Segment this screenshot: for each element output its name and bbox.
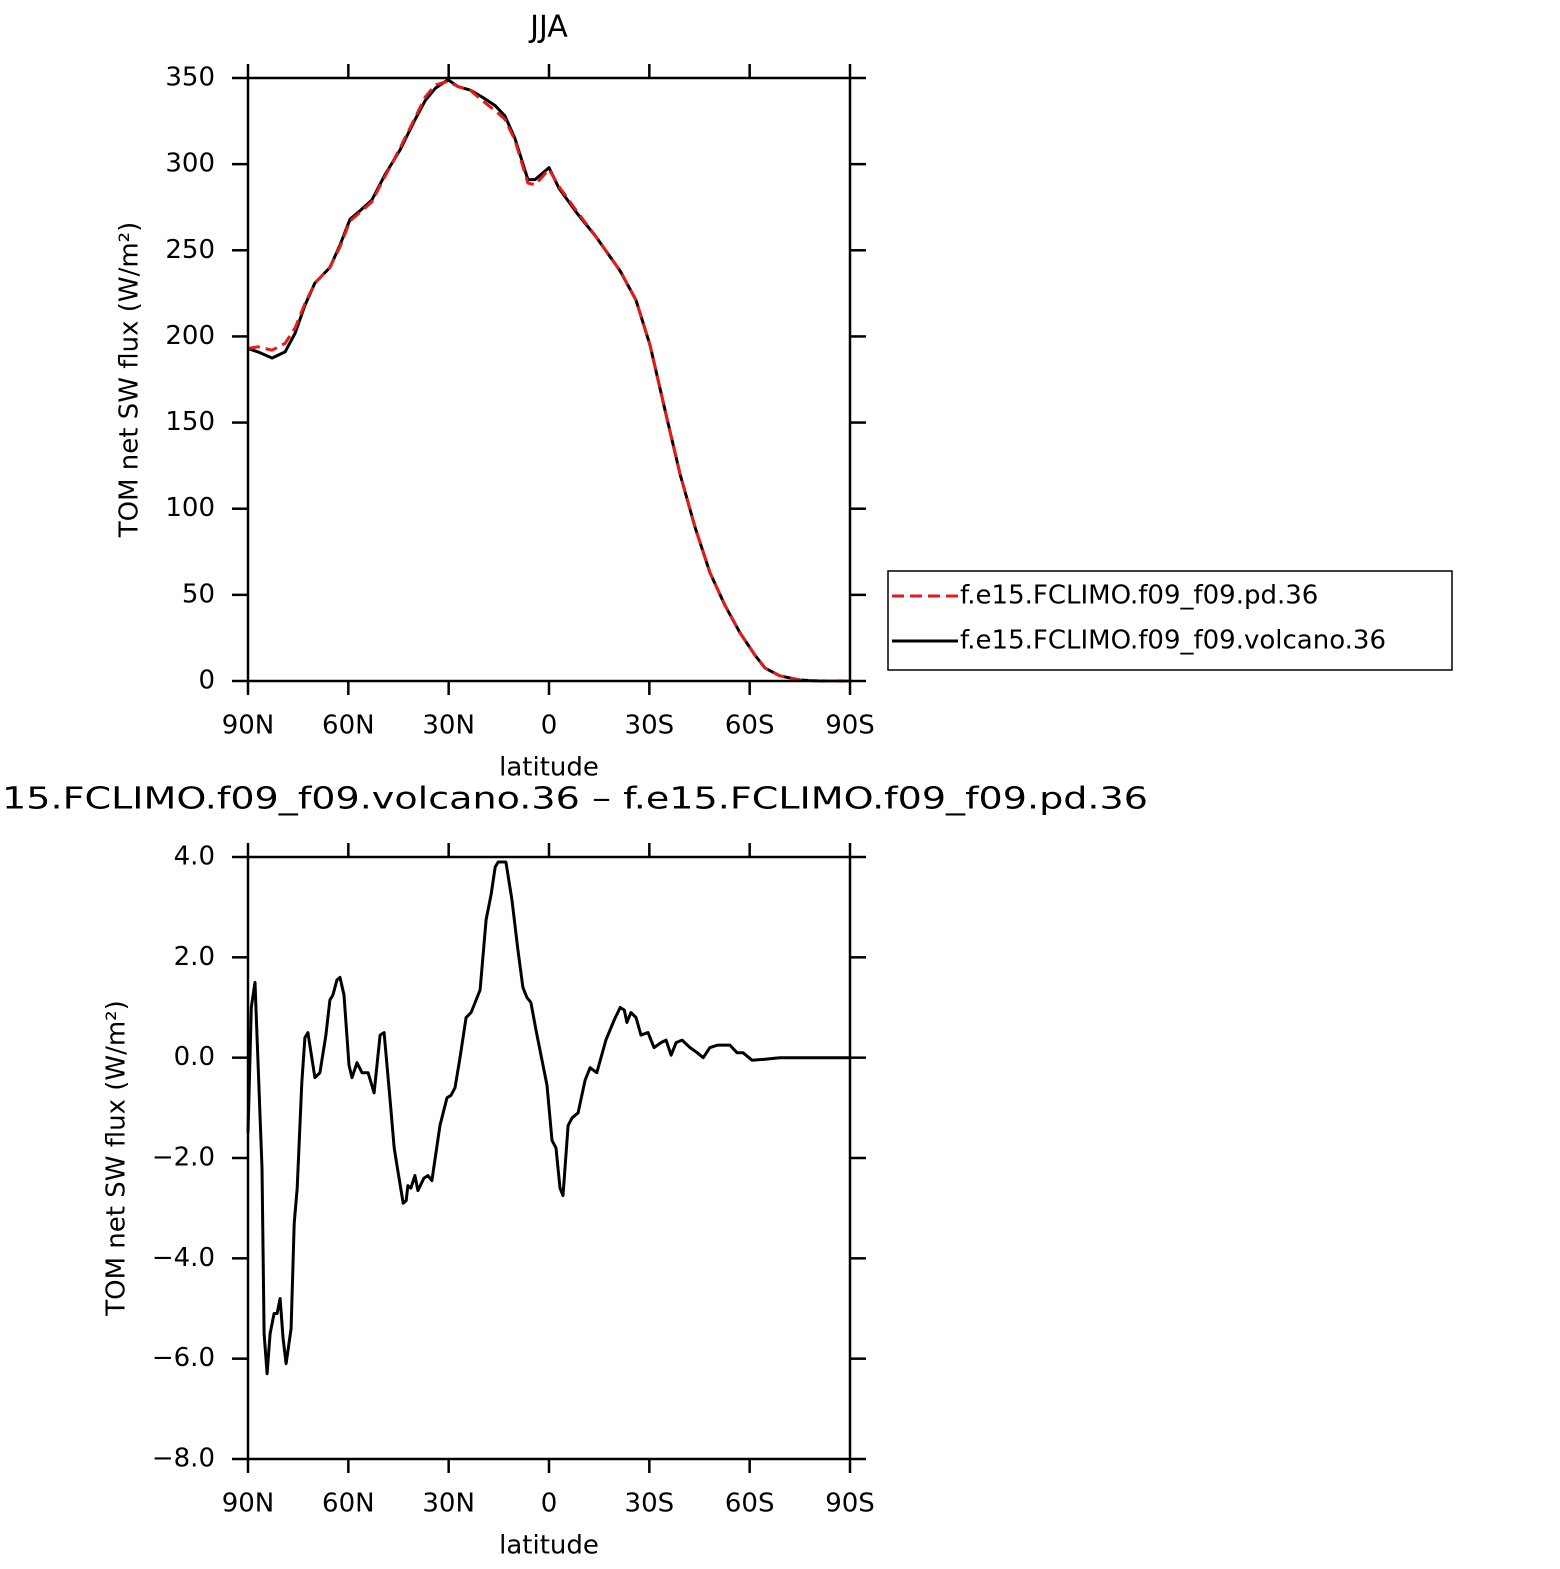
x-tick-label: 90N: [222, 711, 275, 741]
x-tick-label: 0: [541, 1489, 558, 1519]
y-tick-label: 2.0: [174, 942, 215, 972]
y-tick-label: 150: [165, 407, 215, 437]
x-tick-label: 60S: [725, 1489, 775, 1519]
plot-frame: [246, 855, 852, 1461]
y-tick-label: 250: [165, 235, 215, 265]
legend-label: f.e15.FCLIMO.f09_f09.pd.36: [960, 581, 1318, 611]
x-axis-label: latitude: [499, 1531, 599, 1561]
legend-label: f.e15.FCLIMO.f09_f09.volcano.36: [960, 626, 1386, 656]
x-tick-label: 90S: [825, 1489, 875, 1519]
legend-box: [887, 570, 1453, 671]
y-tick-label: 0: [198, 666, 215, 696]
y-tick-label: 200: [165, 321, 215, 351]
x-tick-label: 60S: [725, 711, 775, 741]
chart-title: 15.FCLIMO.f09_f09.volcano.36 – f.e15.FCL…: [2, 782, 1148, 817]
x-tick-label: 30N: [422, 711, 475, 741]
y-tick-label: −2.0: [152, 1143, 215, 1173]
x-tick-label: 60N: [322, 711, 375, 741]
x-tick-label: 30N: [422, 1489, 475, 1519]
y-tick-label: 4.0: [174, 842, 215, 872]
y-tick-label: 0.0: [174, 1042, 215, 1072]
x-tick-label: 30S: [625, 1489, 675, 1519]
y-tick-label: −4.0: [152, 1243, 215, 1273]
y-axis-label: TOM net SW flux (W/m²): [102, 1000, 132, 1316]
y-tick-label: −8.0: [152, 1444, 215, 1474]
x-tick-label: 60N: [322, 1489, 375, 1519]
y-tick-label: 50: [182, 579, 215, 609]
y-tick-label: 350: [165, 63, 215, 93]
x-axis-label: latitude: [499, 753, 599, 783]
plot-frame: [246, 76, 852, 683]
y-tick-label: 300: [165, 149, 215, 179]
series-line: [247, 78, 850, 683]
y-axis-label: TOM net SW flux (W/m²): [115, 222, 145, 538]
x-tick-label: 90S: [825, 711, 875, 741]
y-tick-label: −6.0: [152, 1343, 215, 1373]
series-line: [246, 860, 850, 1376]
series-line: [247, 79, 850, 683]
chart-title: JJA: [528, 10, 568, 45]
y-tick-label: 100: [165, 493, 215, 523]
x-tick-label: 90N: [222, 1489, 275, 1519]
x-tick-label: 30S: [625, 711, 675, 741]
x-tick-label: 0: [541, 711, 558, 741]
